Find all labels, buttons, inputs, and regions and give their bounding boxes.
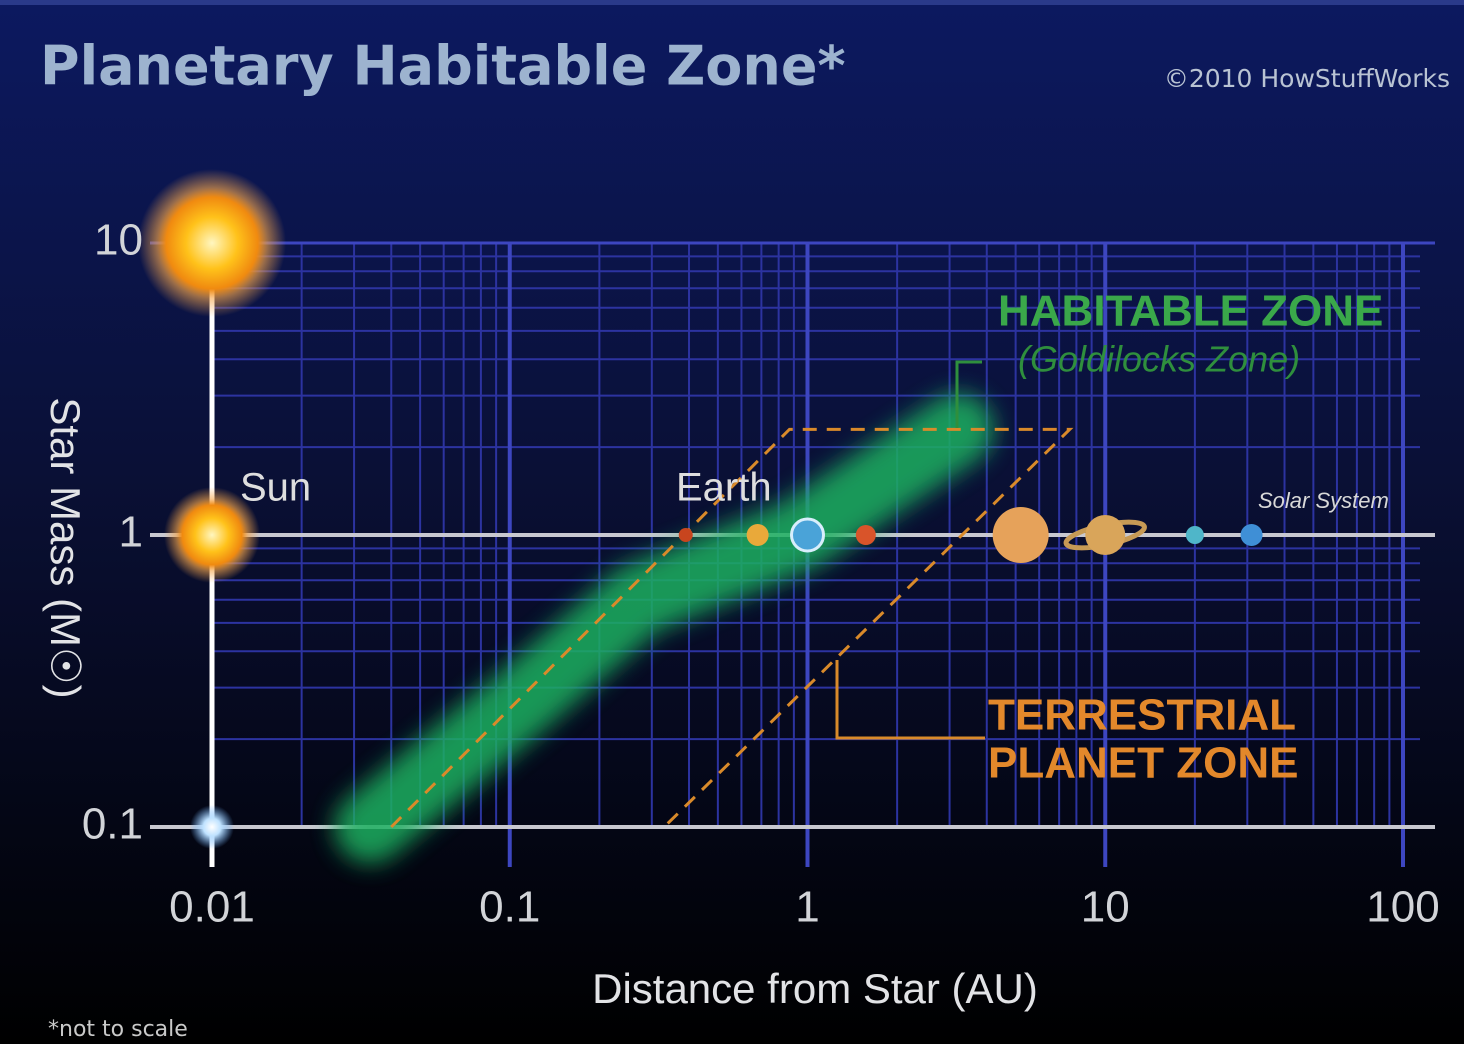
x-tick-label: 0.1	[479, 883, 540, 932]
planet	[792, 519, 824, 551]
planet	[1085, 515, 1125, 555]
x-tick-label: 10	[1081, 883, 1130, 932]
chart-title: Planetary Habitable Zone*	[40, 35, 846, 98]
terrestrial-label: PLANET ZONE	[988, 739, 1298, 788]
planet	[679, 528, 693, 542]
star	[190, 805, 234, 849]
credit: ©2010 HowStuffWorks	[1164, 64, 1450, 93]
goldilocks-label: (Goldilocks Zone)	[1018, 339, 1300, 380]
footnote: *not to scale	[48, 1017, 188, 1042]
y-tick-label: 1	[119, 508, 143, 557]
top-border	[0, 0, 1464, 5]
y-tick-label: 10	[94, 216, 143, 265]
habitable-zone-label: HABITABLE ZONE	[998, 287, 1383, 336]
planet	[747, 524, 769, 546]
chart: Planetary Habitable Zone* ©2010 HowStuff…	[0, 0, 1464, 1044]
x-tick-label: 0.01	[169, 883, 255, 932]
y-tick-label: 0.1	[82, 800, 143, 849]
x-axis-label: Distance from Star (AU)	[592, 965, 1038, 1012]
sun-label: Sun	[240, 466, 311, 510]
x-tick-label: 1	[795, 883, 819, 932]
planet	[1241, 524, 1263, 546]
planet	[1186, 526, 1204, 544]
terrestrial-label: TERRESTRIAL	[988, 691, 1296, 740]
star	[138, 169, 286, 317]
planet	[993, 507, 1049, 563]
y-axis-label: Star Mass (M☉)	[42, 397, 89, 698]
earth-label: Earth	[676, 466, 772, 510]
planet	[856, 525, 876, 545]
solar-system-label: Solar System	[1258, 488, 1389, 513]
x-tick-label: 100	[1366, 883, 1439, 932]
